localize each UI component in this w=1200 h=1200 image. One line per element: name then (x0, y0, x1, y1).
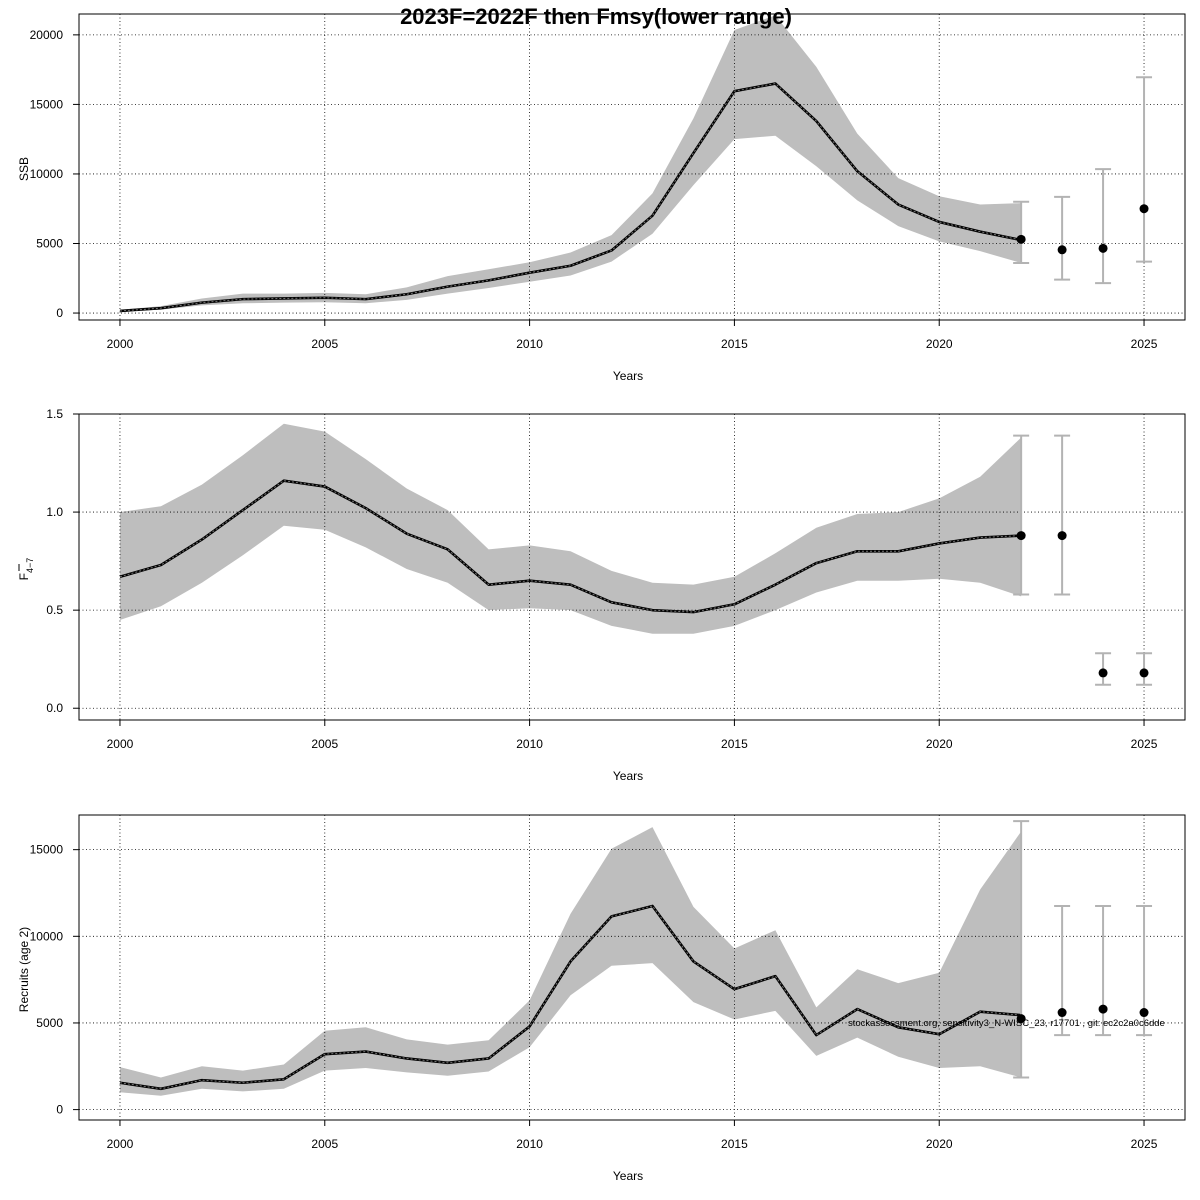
forecast-errorbar (1095, 904, 1112, 1037)
x-axis-label: Years (613, 769, 643, 783)
panel-fbar: 2000 2005 2010 2015 2020 2025 0.0 0.5 1.0 1.5 Year… (17, 407, 1186, 783)
y-tick-label: 5000 (36, 237, 63, 251)
forecast-errorbar (1054, 434, 1071, 596)
x-tick-label: 2025 (1131, 1137, 1158, 1151)
y-tick-label: 5000 (36, 1016, 63, 1030)
series-line-estimate-dash (119, 83, 1022, 312)
forecast-point (1016, 234, 1026, 244)
x-tick-label: 2010 (516, 1137, 543, 1151)
x-tick-label: 2000 (107, 737, 134, 751)
y-tick-label: 0.0 (46, 701, 63, 715)
y-tick-label: 0 (56, 1103, 63, 1117)
confidence-band (119, 423, 1022, 634)
x-tick-label: 2005 (311, 1137, 338, 1151)
footnote: stockassessment.org, sensitivity3_N-WISC… (848, 1018, 1165, 1029)
forecast-point (1057, 1008, 1067, 1018)
x-axis-label: Years (613, 1169, 643, 1183)
forecast-errorbar (1095, 168, 1112, 285)
confidence-band (119, 15, 1022, 312)
panel-recruits: 2000 2005 2010 2015 2020 2025 0 5000 10000 15000 Y… (17, 814, 1186, 1183)
forecast-point (1098, 1004, 1108, 1014)
y-axis-label: F4−7 (17, 558, 35, 581)
y-axis-label-subscript: 4−7 (25, 558, 35, 573)
forecast-errorbar (1013, 434, 1030, 596)
forecast-errorbar (1013, 820, 1030, 1079)
forecast-point (1139, 668, 1149, 678)
plot-frame (78, 814, 1186, 1121)
x-tick-label: 2020 (926, 737, 953, 751)
forecast-point (1057, 245, 1067, 255)
forecast-point (1098, 243, 1108, 253)
chart-title: 2023F=2022F then Fmsy(lower range) (400, 4, 792, 29)
x-tick-label: 2005 (311, 737, 338, 751)
x-tick-label: 2015 (721, 337, 748, 351)
forecast-point (1016, 531, 1026, 541)
forecast-errorbar (1013, 200, 1030, 264)
plot-frame (78, 13, 1186, 321)
forecast-point (1016, 1014, 1026, 1024)
panel-ssb: 2000 2005 2010 2015 2020 2025 0 5000 10000 15000 2… (17, 13, 1186, 383)
x-tick-label: 2020 (926, 1137, 953, 1151)
forecast-errorbar (1136, 76, 1153, 263)
series-line-estimate-dash (119, 480, 1022, 613)
x-tick-label: 2025 (1131, 737, 1158, 751)
forecast-point (1098, 668, 1108, 678)
plot-frame (78, 413, 1186, 721)
y-tick-label: 0.5 (46, 603, 63, 617)
y-tick-label: 20000 (30, 28, 64, 42)
x-tick-label: 2025 (1131, 337, 1158, 351)
y-tick-label: 1.0 (46, 505, 63, 519)
x-tick-label: 2005 (311, 337, 338, 351)
y-tick-label: 1.5 (46, 407, 63, 421)
x-tick-label: 2015 (721, 737, 748, 751)
y-tick-label: 10000 (30, 167, 64, 181)
y-tick-label: 10000 (30, 929, 64, 943)
forecast-point (1139, 204, 1149, 214)
forecast-point (1139, 1008, 1149, 1018)
x-tick-label: 2010 (516, 737, 543, 751)
x-tick-label: 2015 (721, 1137, 748, 1151)
x-tick-label: 2000 (107, 337, 134, 351)
series-line-estimate (119, 904, 1022, 1091)
x-tick-label: 2000 (107, 1137, 134, 1151)
y-axis-label: Recruits (age 2) (17, 927, 31, 1012)
x-axis-label: Years (613, 369, 643, 383)
forecast-errorbar (1054, 195, 1071, 281)
y-axis-label: SSB (17, 157, 31, 181)
forecast-point (1057, 531, 1067, 541)
y-tick-label: 0 (56, 306, 63, 320)
x-tick-label: 2020 (926, 337, 953, 351)
x-tick-label: 2010 (516, 337, 543, 351)
y-tick-label: 15000 (30, 97, 64, 111)
y-tick-label: 15000 (30, 843, 64, 857)
